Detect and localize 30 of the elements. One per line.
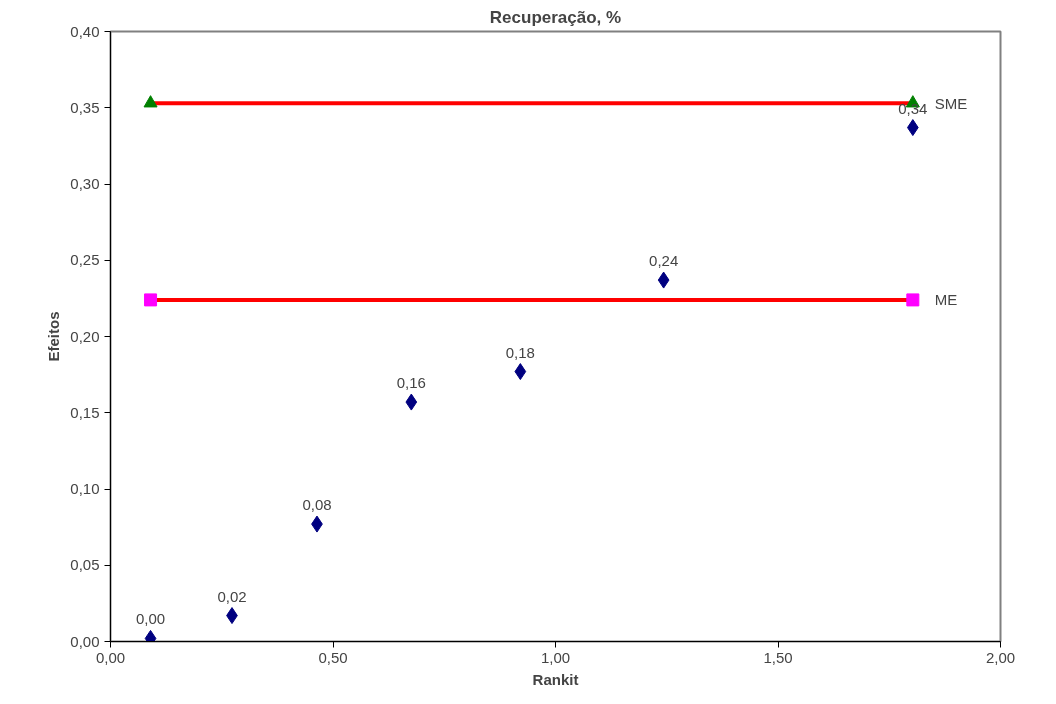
y-tick-label: 0,00 [70,632,100,650]
x-axis-title: Rankit [532,670,579,688]
x-tick-label: 1,50 [763,648,793,666]
x-tick-label: 0,00 [95,648,126,666]
y-tick-label: 0,40 [70,22,100,40]
y-tick-label: 0,15 [70,403,100,421]
data-label: 0,16 [396,374,426,392]
chart-title: Recuperação, % [489,7,622,27]
point [144,293,158,307]
point [514,363,527,381]
series-label: ME [934,291,958,309]
point [405,393,418,411]
y-tick-label: 0,10 [70,480,100,497]
data-label: 0,24 [649,252,679,270]
data-label: 0,18 [505,343,535,361]
data-label: 0,00 [135,610,166,628]
point [657,271,670,289]
y-tick-label: 0,25 [70,251,100,269]
y-tick-label: 0,05 [70,556,100,574]
series-label: SME [934,94,968,112]
y-tick-label: 0,30 [70,175,100,192]
y-axis-title: Efeitos [45,311,63,362]
point [906,293,920,307]
y-tick-label: 0,35 [70,98,100,116]
x-tick-label: 2,00 [985,648,1016,666]
data-label: 0,02 [217,587,247,605]
data-label: 0,08 [302,496,332,514]
x-tick-label: 1,00 [540,648,571,666]
x-tick-label: 0,50 [318,648,348,666]
y-tick-label: 0,20 [70,327,100,345]
